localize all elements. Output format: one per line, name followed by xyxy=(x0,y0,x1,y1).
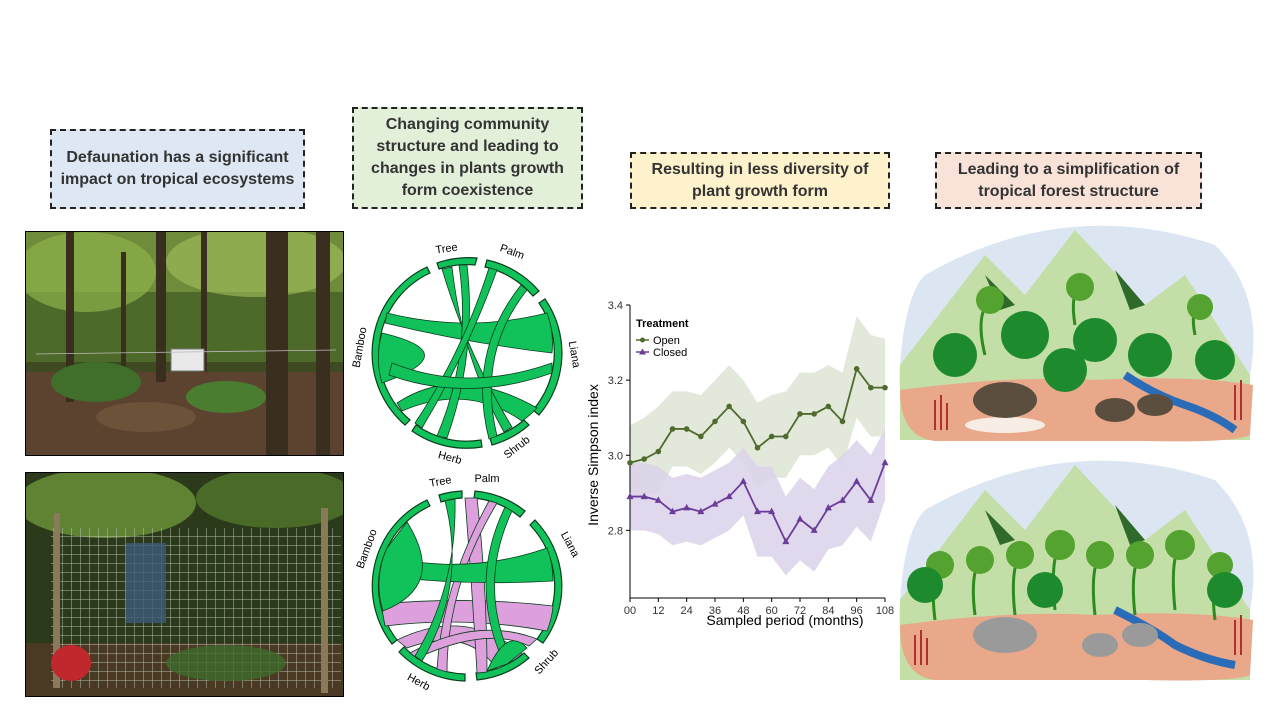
point-closed xyxy=(669,507,676,515)
diversity-line-chart: 2.8 3.0 3.2 3.4 00 12 24 36 48 60 72 84 96 108 Sample… xyxy=(585,300,894,628)
legend-marker-open xyxy=(640,337,645,343)
open-plot-photo xyxy=(25,231,344,456)
x-tick-label: 72 xyxy=(794,605,806,617)
legend-open: Open xyxy=(653,335,680,347)
complex-forest-illustration xyxy=(899,225,1254,442)
point-open xyxy=(655,448,662,455)
point-open xyxy=(641,456,647,462)
arc-herb xyxy=(411,424,483,449)
y-axis-label: Inverse Simpson index xyxy=(585,384,601,526)
point-open xyxy=(783,433,789,440)
point-open xyxy=(853,366,860,372)
point-closed xyxy=(725,492,733,500)
panel-3-text: Resulting in less diversity of plant gro… xyxy=(651,160,869,200)
chord-diagram-open: Tree Palm Liana Shrub Herb Bamboo xyxy=(351,242,583,465)
x-tick-label: 36 xyxy=(709,605,721,617)
label-tree-closed: Tree xyxy=(428,474,452,490)
label-herb-closed: Herb xyxy=(405,671,432,693)
point-closed xyxy=(824,503,832,511)
panel-2-caption: Changing community structure and leading… xyxy=(352,107,583,209)
point-closed xyxy=(796,515,804,522)
label-liana: Liana xyxy=(566,340,583,369)
panel-1-caption: Defaunation has a significant impact on … xyxy=(50,129,305,209)
point-open xyxy=(825,403,832,410)
point-closed xyxy=(711,500,719,507)
point-open xyxy=(811,411,817,417)
closed-plot-photo xyxy=(25,472,344,697)
point-open xyxy=(627,459,633,466)
chord-diagram-closed: Tree Palm Liana Shrub Herb Bamboo xyxy=(355,473,582,693)
panel-4-caption: Leading to a simplification of tropical … xyxy=(935,152,1202,209)
label-liana-closed: Liana xyxy=(558,530,582,560)
arc-shrub xyxy=(489,419,530,446)
point-closed xyxy=(697,507,705,515)
point-closed xyxy=(739,477,747,485)
panel-2-text: Changing community structure and leading… xyxy=(371,116,564,199)
point-open xyxy=(712,418,718,425)
x-tick-label: 48 xyxy=(737,605,749,617)
point-open xyxy=(740,418,747,425)
point-closed xyxy=(626,492,634,500)
label-tree: Tree xyxy=(435,242,459,257)
point-closed xyxy=(782,537,790,545)
x-tick-label: 00 xyxy=(624,605,636,617)
point-open xyxy=(882,384,888,391)
point-closed xyxy=(654,496,662,503)
panel-4-text: Leading to a simplification of tropical … xyxy=(957,160,1180,200)
label-palm-closed: Palm xyxy=(474,473,499,485)
y-tick-label: 3.2 xyxy=(608,375,623,387)
x-axis-label: Sampled period (months) xyxy=(706,612,863,628)
point-closed xyxy=(853,477,861,485)
point-open xyxy=(797,411,803,417)
y-tick-label: 2.8 xyxy=(608,525,623,537)
x-tick-label: 96 xyxy=(851,605,863,617)
point-closed xyxy=(839,496,846,503)
point-closed xyxy=(754,507,761,515)
y-tick-label: 3.4 xyxy=(608,300,623,312)
point-closed xyxy=(867,496,875,503)
x-tick-label: 12 xyxy=(652,605,664,617)
point-closed xyxy=(881,458,889,466)
point-open xyxy=(839,418,846,425)
point-open xyxy=(768,433,775,440)
legend-marker-closed xyxy=(639,348,646,355)
legend-title: Treatment xyxy=(636,318,689,330)
arc-tree xyxy=(436,257,478,270)
label-palm: Palm xyxy=(498,242,526,262)
point-open xyxy=(669,426,676,432)
x-tick-label: 84 xyxy=(822,605,834,617)
ci-band-open xyxy=(630,316,885,501)
point-open xyxy=(698,433,704,440)
label-herb: Herb xyxy=(437,449,463,465)
point-closed xyxy=(768,507,776,515)
panel-3-caption: Resulting in less diversity of plant gro… xyxy=(630,152,890,209)
point-closed xyxy=(640,492,648,500)
ci-band-closed xyxy=(630,428,885,576)
point-closed xyxy=(810,526,818,533)
label-shrub-closed: Shrub xyxy=(532,647,561,677)
x-tick-label: 60 xyxy=(766,605,778,617)
panel-1-text: Defaunation has a significant impact on … xyxy=(60,149,295,188)
point-open xyxy=(726,403,732,410)
y-tick-label: 3.0 xyxy=(608,450,623,462)
point-closed xyxy=(683,503,691,511)
x-tick-label: 108 xyxy=(876,605,894,617)
label-bamboo: Bamboo xyxy=(351,326,370,368)
simplified-forest-illustration xyxy=(899,460,1254,681)
point-open xyxy=(683,426,690,432)
point-open xyxy=(754,444,761,451)
point-open xyxy=(868,384,874,391)
x-tick-label: 24 xyxy=(681,605,693,617)
legend-closed: Closed xyxy=(653,347,687,359)
